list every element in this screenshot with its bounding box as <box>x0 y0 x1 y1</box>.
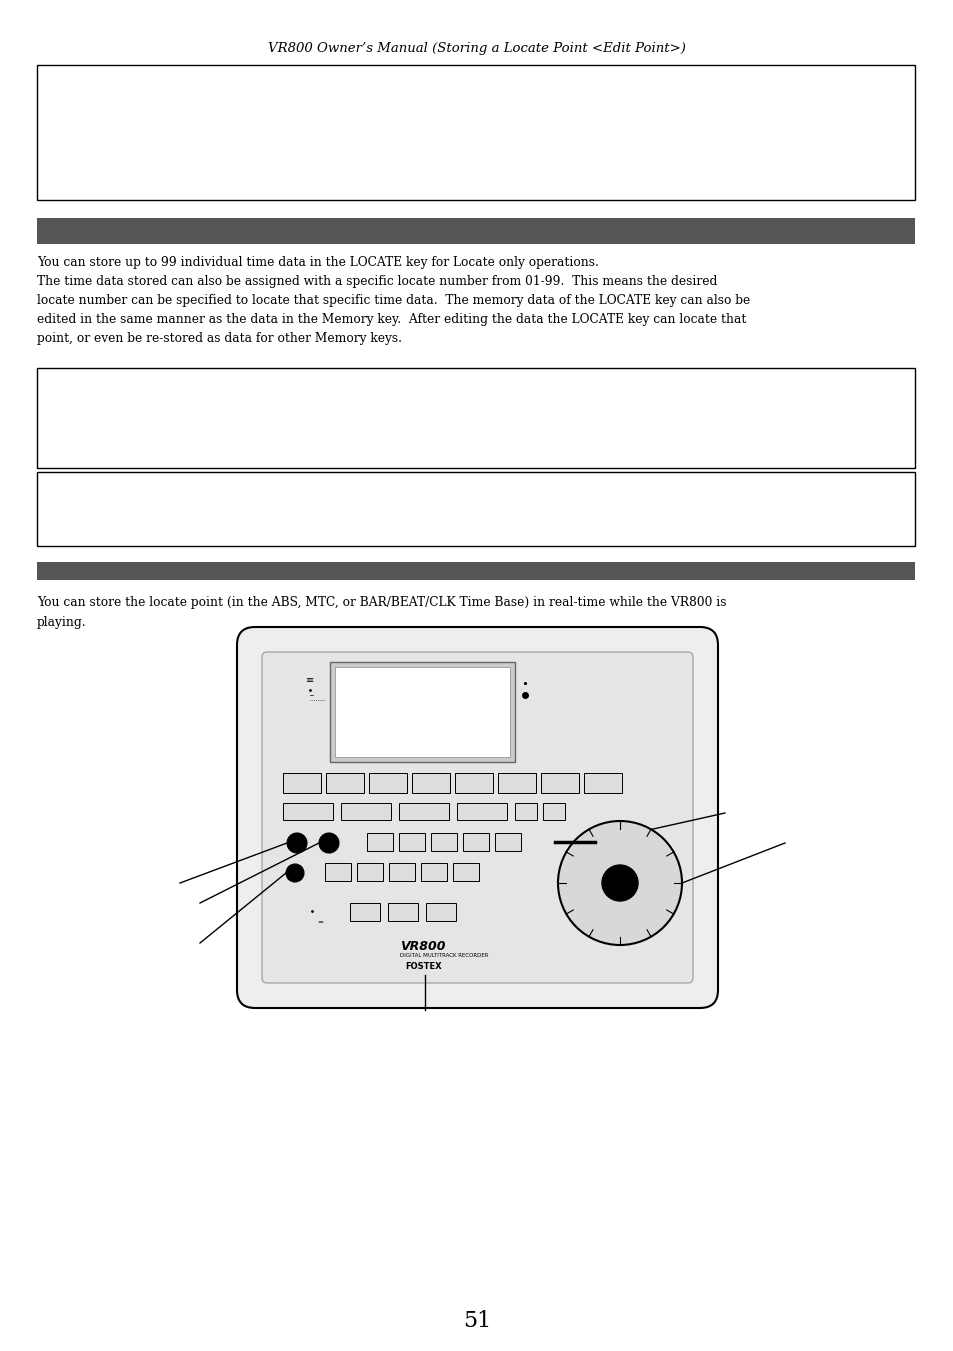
Bar <box>330 662 515 762</box>
Text: VR800: VR800 <box>399 940 445 952</box>
Bar <box>426 902 456 921</box>
Text: locate number can be specified to locate that specific time data.  The memory da: locate number can be specified to locate… <box>37 295 749 307</box>
Text: 51: 51 <box>462 1310 491 1332</box>
Text: The time data stored can also be assigned with a specific locate number from 01-: The time data stored can also be assigne… <box>37 276 717 288</box>
Bar <box>495 834 520 851</box>
Text: DIGITAL MULTITRACK RECORDER: DIGITAL MULTITRACK RECORDER <box>399 952 488 958</box>
Bar <box>283 773 320 793</box>
FancyBboxPatch shape <box>262 653 692 984</box>
Bar <box>356 863 382 881</box>
Text: playing.: playing. <box>37 616 87 630</box>
Bar <box>388 902 417 921</box>
Bar <box>412 773 450 793</box>
Bar <box>37 562 914 580</box>
Bar <box>398 802 449 820</box>
Circle shape <box>601 865 638 901</box>
FancyBboxPatch shape <box>236 627 718 1008</box>
Bar <box>583 773 621 793</box>
Text: VR800 Owner’s Manual (Storing a Locate Point <Edit Point>): VR800 Owner’s Manual (Storing a Locate P… <box>268 42 685 55</box>
Bar <box>420 863 447 881</box>
Text: point, or even be re-stored as data for other Memory keys.: point, or even be re-stored as data for … <box>37 332 401 345</box>
Bar <box>325 863 351 881</box>
Circle shape <box>287 834 307 852</box>
Bar <box>542 802 564 820</box>
Bar <box>455 773 493 793</box>
Bar <box>350 902 379 921</box>
Bar <box>37 367 914 467</box>
Bar <box>340 802 391 820</box>
Circle shape <box>286 865 304 882</box>
Bar <box>462 834 489 851</box>
Bar <box>389 863 415 881</box>
Bar <box>37 471 914 546</box>
Bar <box>540 773 578 793</box>
Bar <box>367 834 393 851</box>
Bar <box>453 863 478 881</box>
Bar <box>398 834 424 851</box>
Circle shape <box>558 821 681 944</box>
Bar <box>431 834 456 851</box>
Text: edited in the same manner as the data in the Memory key.  After editing the data: edited in the same manner as the data in… <box>37 313 745 326</box>
Text: You can store the locate point (in the ABS, MTC, or BAR/BEAT/CLK Time Base) in r: You can store the locate point (in the A… <box>37 596 726 609</box>
Bar <box>37 65 914 200</box>
Text: ≡: ≡ <box>306 676 314 685</box>
Bar <box>369 773 407 793</box>
Bar <box>326 773 364 793</box>
Bar <box>515 802 537 820</box>
Circle shape <box>318 834 338 852</box>
Bar <box>456 802 506 820</box>
Bar <box>37 218 914 245</box>
Bar <box>283 802 333 820</box>
Bar <box>335 667 510 757</box>
Text: =: = <box>316 919 322 925</box>
Text: FOSTEX: FOSTEX <box>405 962 441 971</box>
Bar <box>497 773 536 793</box>
Text: You can store up to 99 individual time data in the LOCATE key for Locate only op: You can store up to 99 individual time d… <box>37 255 598 269</box>
